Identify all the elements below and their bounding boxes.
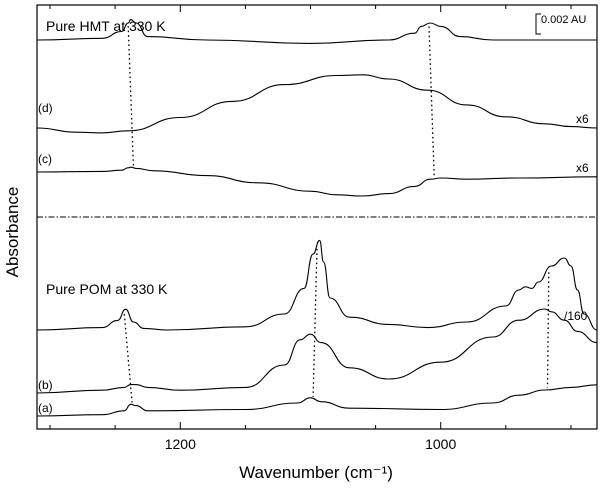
series-a: [36, 384, 598, 417]
guide-hmt-1009: [428, 26, 435, 177]
series-pom: [36, 239, 598, 331]
x-tick-label-1000: 1000: [425, 436, 456, 452]
guide-pom-1095: [312, 248, 318, 397]
series-label-b: (b): [38, 378, 53, 392]
series-hmt: [36, 19, 597, 44]
x-axis-ticks: 1200 1000: [49, 5, 572, 452]
series-c: [36, 166, 598, 197]
series-label-d: (d): [38, 101, 53, 115]
scale-bar-bracket: [535, 13, 541, 35]
x-tick-label-1200: 1200: [165, 436, 196, 452]
series-label-c: (c): [38, 152, 52, 166]
scale-label-c: x6: [576, 161, 589, 175]
guide-pom-1240: [123, 314, 133, 403]
series-b: [36, 308, 598, 394]
y-axis-label: Absorbance: [3, 187, 22, 278]
series-label-a: (a): [38, 401, 53, 415]
guide-hmt-1240: [127, 25, 135, 166]
spectra-group: [36, 19, 598, 417]
scale-label-d: x6: [576, 112, 589, 126]
upper-panel-title: Pure HMT at 330 K: [46, 18, 166, 34]
guide-lines: [123, 25, 550, 403]
lower-panel-title: Pure POM at 330 K: [46, 281, 168, 297]
scale-bar: 0.002 AU: [535, 13, 586, 35]
guide-pom-917: [546, 272, 550, 388]
scale-label-pom: /160: [564, 309, 588, 323]
series-d: [36, 74, 598, 134]
x-axis-label: Wavenumber (cm⁻¹): [239, 463, 393, 482]
scale-bar-label: 0.002 AU: [541, 14, 586, 26]
